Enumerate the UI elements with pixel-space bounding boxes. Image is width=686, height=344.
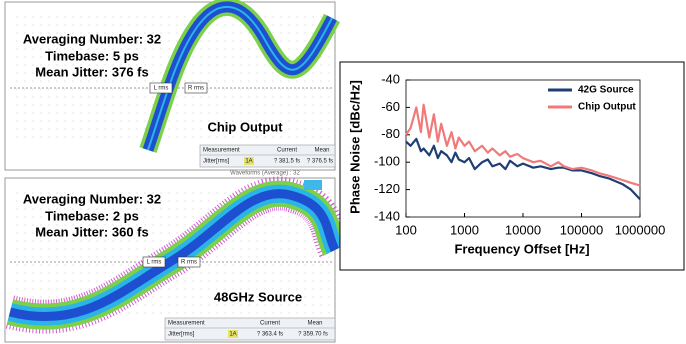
scope-label: Chip Output xyxy=(207,119,283,134)
marker-label: L rms xyxy=(147,260,162,266)
marker-label: R rms xyxy=(181,260,197,266)
table-cell: 1A xyxy=(229,332,236,338)
scope-info: Mean Jitter: 376 fs xyxy=(35,64,148,79)
table-cell: ? 381.5 fs xyxy=(274,159,300,165)
scope-info: Averaging Number: 32 xyxy=(23,191,161,206)
y-tick-label: -100 xyxy=(374,154,400,169)
x-tick-label: 100 xyxy=(395,222,417,237)
y-tick-label: -60 xyxy=(381,99,400,114)
table-header: Current xyxy=(277,148,297,154)
scope-panel: Averaging Number: 32 Timebase: 2 ps Mean… xyxy=(5,178,335,342)
y-tick-label: -140 xyxy=(374,208,400,223)
y-axis-label: Phase Noise [dBc/Hz] xyxy=(347,80,362,214)
scope-panel: Averaging Number: 32 Timebase: 5 ps Mean… xyxy=(5,2,335,170)
scope-info: Timebase: 5 ps xyxy=(45,48,139,63)
legend-label: 42G Source xyxy=(578,85,634,96)
y-tick-label: -120 xyxy=(374,181,400,196)
scope-info: Mean Jitter: 360 fs xyxy=(35,224,148,239)
scope-info: Timebase: 2 ps xyxy=(45,208,139,223)
x-axis-label: Frequency Offset [Hz] xyxy=(454,241,589,256)
caption: Waveforms (Average) : 32 xyxy=(230,171,300,177)
table-cell: Jitter[rms] xyxy=(203,159,230,165)
figure: Averaging Number: 32 Timebase: 5 ps Mean… xyxy=(0,0,686,344)
table-cell: ? 376.5 fs xyxy=(307,159,333,165)
table-cell: ? 363.4 fs xyxy=(257,332,283,338)
scope-info: Averaging Number: 32 xyxy=(23,31,161,46)
x-tick-label: 10000 xyxy=(505,222,541,237)
table-header: Mean xyxy=(307,321,322,327)
x-tick-label: 1000000 xyxy=(615,222,666,237)
table-header: Measurement xyxy=(203,148,240,154)
y-tick-label: -40 xyxy=(381,71,400,86)
scope-label: 48GHz Source xyxy=(214,289,302,304)
table-cell: ? 359.70 fs xyxy=(298,332,328,338)
x-tick-label: 100000 xyxy=(560,222,603,237)
table-cell: 1A xyxy=(245,159,252,165)
y-tick-label: -80 xyxy=(381,126,400,141)
legend-label: Chip Output xyxy=(578,102,636,113)
table-header: Mean xyxy=(314,148,329,154)
table-header: Current xyxy=(260,321,280,327)
table-header: Measurement xyxy=(168,321,205,327)
table-cell: Jitter[rms] xyxy=(168,332,195,338)
x-tick-label: 1000 xyxy=(450,222,479,237)
marker-label: R rms xyxy=(188,86,204,92)
marker-label: L rms xyxy=(154,86,169,92)
